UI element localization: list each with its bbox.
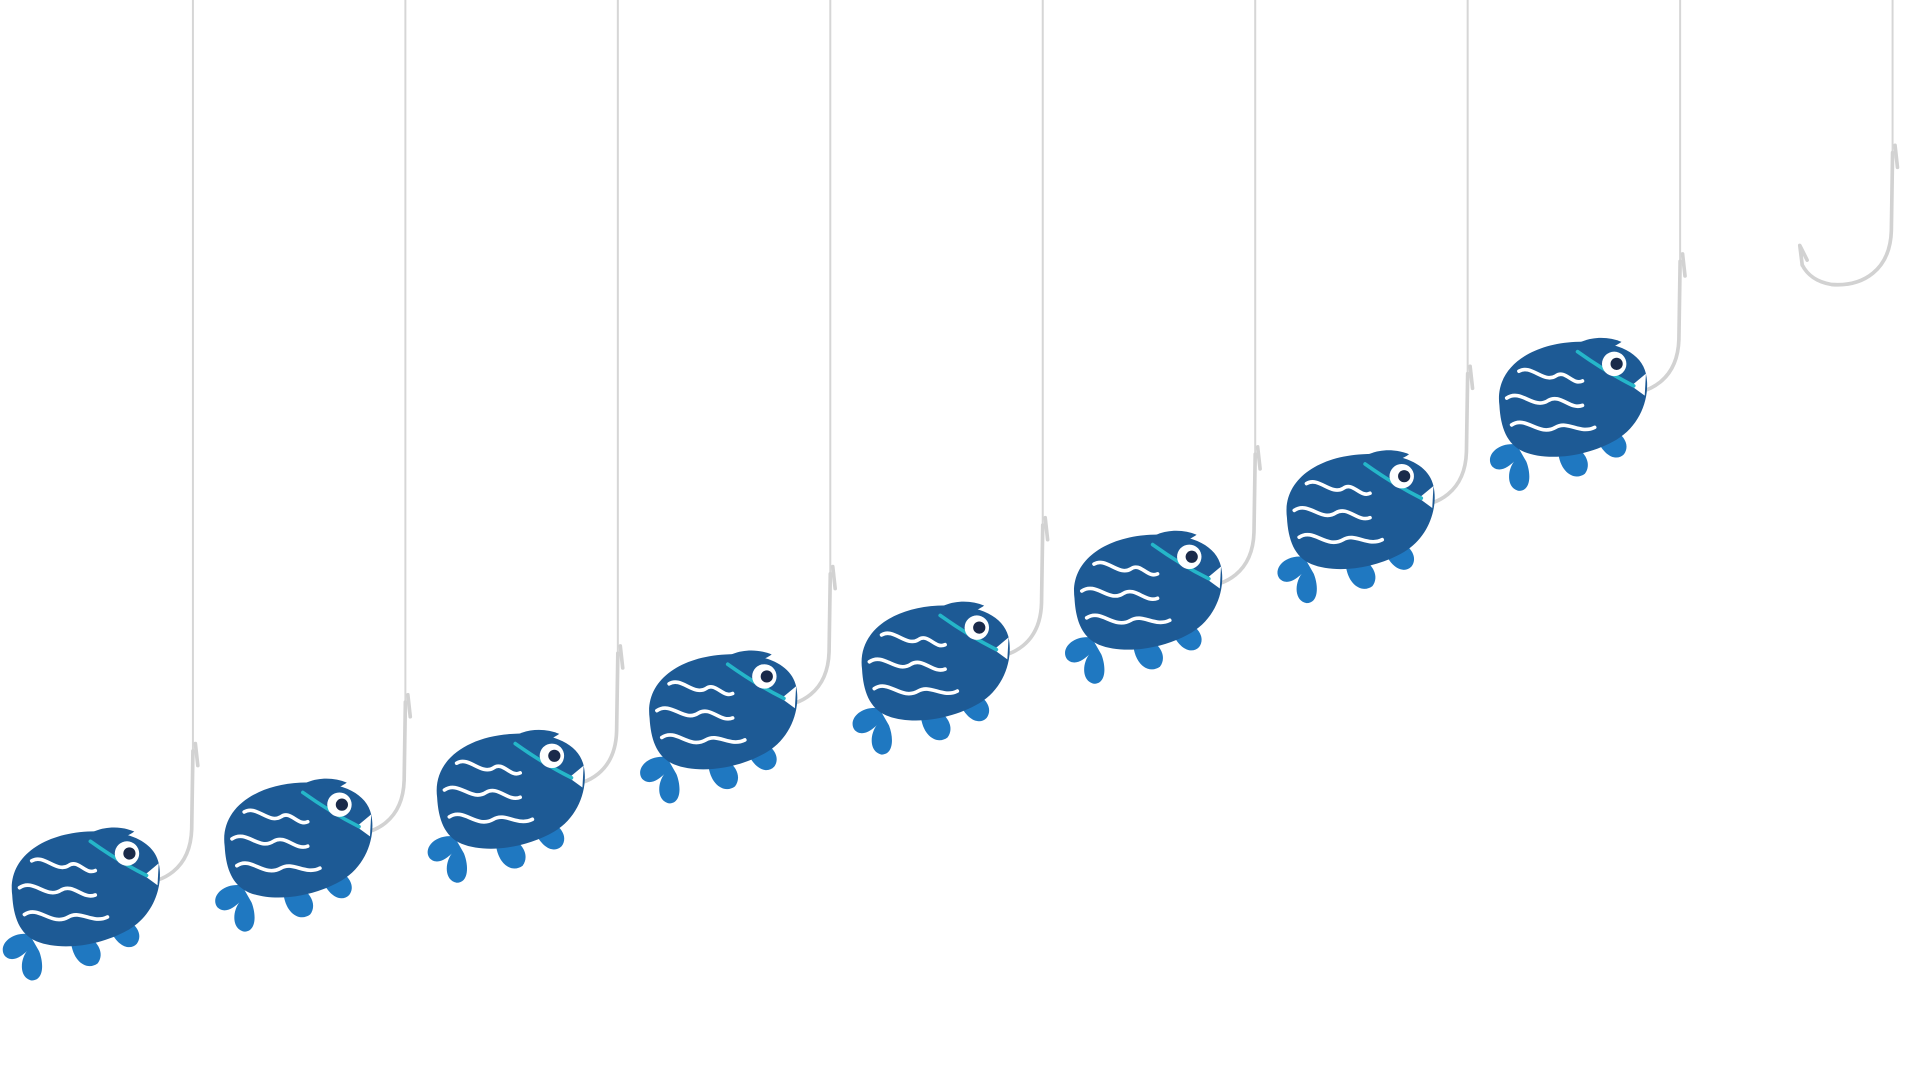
hooked-fish-line	[425, 0, 625, 885]
hooks-layer	[0, 0, 1900, 983]
hooked-fish-line	[850, 0, 1050, 757]
hooked-fish-line	[638, 0, 838, 806]
fish-icon	[213, 776, 375, 934]
fish-icon	[1488, 336, 1649, 493]
fish-icon	[0, 825, 162, 983]
fish-icon	[1063, 528, 1225, 686]
hooked-fish-line	[213, 0, 413, 934]
hooked-fish-line	[1275, 0, 1475, 606]
fish-icon	[425, 728, 587, 885]
empty-hook-line	[1797, 0, 1900, 287]
hooked-fish-line	[1063, 0, 1262, 686]
hooked-fish-line	[0, 0, 200, 983]
fish-icon	[850, 599, 1012, 757]
hooked-fish-line	[1488, 0, 1687, 493]
fish-icon	[638, 648, 800, 806]
fish-icon	[1275, 448, 1437, 606]
fishing-hook-icon	[1797, 143, 1900, 287]
